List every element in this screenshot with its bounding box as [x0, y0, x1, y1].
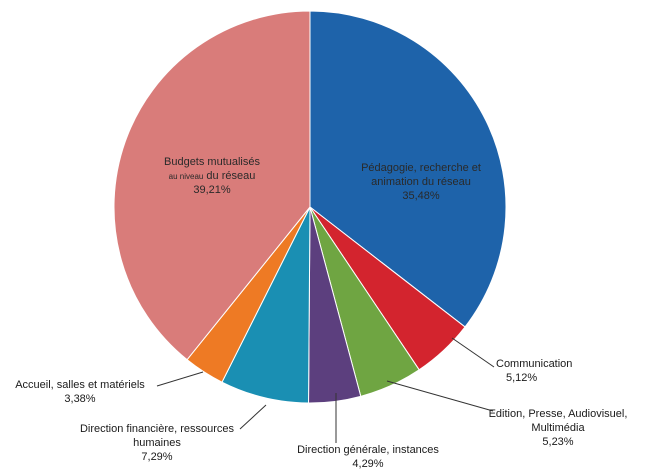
slice-label-line: Multimédia — [531, 422, 585, 434]
slice-label-line: humaines — [133, 437, 181, 449]
pie-slice-pedagogie-recherche-et-animation-du-reseau — [309, 10, 507, 328]
slice-label-line: animation du réseau — [371, 176, 471, 188]
slice-label-line: Pédagogie, recherche et — [361, 162, 481, 174]
slice-label-direction-financiere-ressources-humaines: Direction financière, ressources humaines… — [80, 404, 267, 463]
slice-label-text: Direction financière, ressources humaines… — [80, 423, 235, 463]
slice-label-line: Accueil, salles et matériels — [15, 379, 145, 391]
slice-label-text: Budgets mutualisés au niveau du réseau 39,… — [164, 156, 260, 196]
slice-label-budgets-mutualises-au-niveau-du-reseau: Budgets mutualisés au niveau du réseau 39,… — [164, 156, 260, 196]
leader-line — [451, 337, 495, 368]
slice-value-label: 7,29% — [141, 451, 172, 463]
slice-label-line: Communication — [496, 358, 572, 370]
slice-label-direction-generale-instances: Direction générale, instances 4,29% — [297, 393, 439, 470]
leader-line — [156, 371, 204, 387]
slice-label-line: Direction financière, ressources — [80, 423, 235, 435]
slice-value-label: 4,29% — [352, 458, 383, 470]
slice-value-label: 5,12% — [506, 372, 537, 384]
slice-label-edition-presse-audiovisuel-multimedia: Edition, Presse, Audiovisuel, Multimédia 5… — [386, 380, 628, 448]
slice-value-label: 5,23% — [542, 436, 573, 448]
slice-label-pedagogie-recherche-et-animation-du-reseau: Pédagogie, recherche et animation du rése… — [361, 162, 481, 202]
slice-label-line: au niveau du réseau — [169, 170, 256, 182]
slice-label-line: Direction générale, instances — [297, 444, 439, 456]
slice-value-label: 39,21% — [193, 184, 231, 196]
pie-labels: Pédagogie, recherche et animation du rése… — [15, 156, 627, 470]
slice-label-line: Budgets mutualisés — [164, 156, 260, 168]
leader-line — [239, 404, 267, 430]
slice-label-text: Communication 5,12% — [496, 358, 572, 384]
slice-label-text: Pédagogie, recherche et animation du rése… — [361, 162, 481, 202]
slice-label-text: Direction générale, instances 4,29% — [297, 444, 439, 470]
slice-label-text: Edition, Presse, Audiovisuel, Multimédia 5… — [489, 408, 628, 448]
slice-label-accueil-salles-et-materiels: Accueil, salles et matériels 3,38% — [15, 371, 204, 405]
slice-value-label: 35,48% — [402, 190, 440, 202]
slice-label-line: Edition, Presse, Audiovisuel, — [489, 408, 628, 420]
leader-line — [386, 380, 494, 412]
pie-slice-budgets-mutualises-au-niveau-du-reseau — [113, 10, 311, 361]
slice-label-communication: Communication 5,12% — [451, 337, 572, 384]
slice-label-text: Accueil, salles et matériels 3,38% — [15, 379, 145, 405]
slice-value-label: 3,38% — [64, 393, 95, 405]
pie-slices — [113, 10, 507, 404]
